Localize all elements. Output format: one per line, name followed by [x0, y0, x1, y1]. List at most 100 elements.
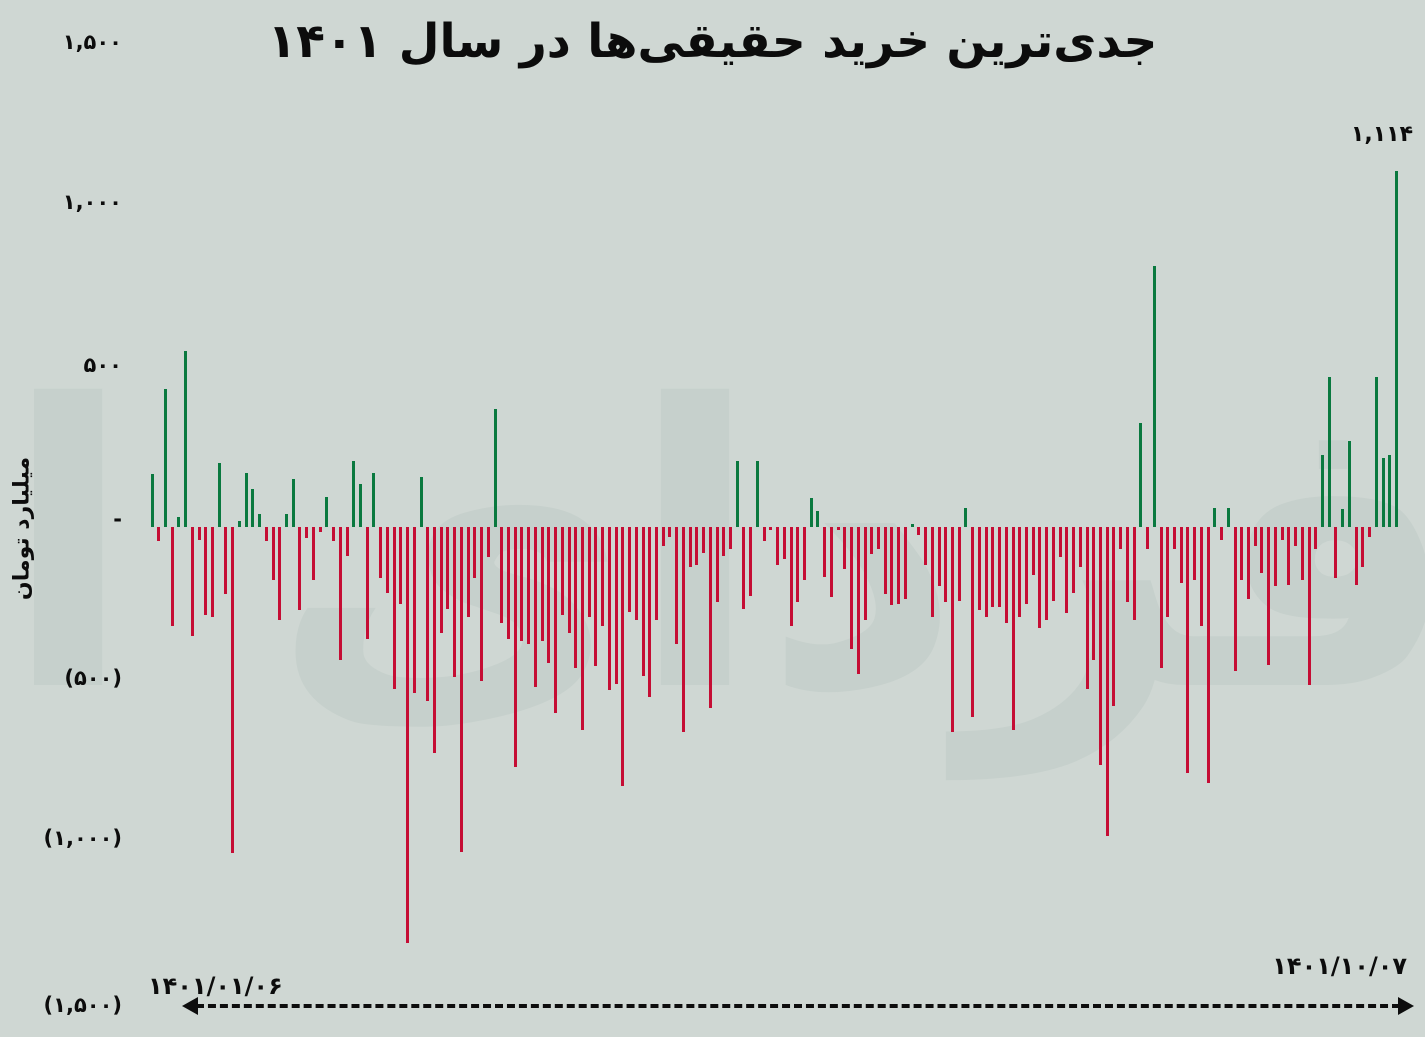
x-axis-arrow — [182, 997, 1414, 1015]
bar — [1025, 527, 1028, 604]
bar — [467, 527, 470, 617]
bar — [1334, 527, 1337, 578]
bar — [359, 484, 362, 527]
bar — [527, 527, 530, 644]
y-tick-1500: ۱,۵۰۰ — [62, 30, 122, 54]
bar — [776, 527, 779, 565]
bar — [628, 527, 631, 612]
y-tick-500: ۵۰۰ — [83, 353, 122, 377]
bar — [648, 527, 651, 697]
bar — [1032, 527, 1035, 575]
bar — [1361, 527, 1364, 567]
bar — [608, 527, 611, 690]
bar — [500, 527, 503, 623]
bar — [689, 527, 692, 567]
bar — [1234, 527, 1237, 671]
bar — [507, 527, 510, 639]
bar — [635, 527, 638, 620]
bar — [265, 527, 268, 541]
bar — [823, 527, 826, 577]
bar — [346, 527, 349, 556]
bar — [581, 527, 584, 730]
bar — [1139, 423, 1142, 527]
bar — [958, 527, 961, 601]
bar — [534, 527, 537, 687]
bar — [621, 527, 624, 786]
bar — [870, 527, 873, 554]
bar — [837, 527, 840, 530]
bar — [568, 527, 571, 633]
bar — [938, 527, 941, 586]
bar — [729, 527, 732, 549]
bar — [1220, 527, 1223, 540]
bar — [480, 527, 483, 681]
bar — [1012, 527, 1015, 730]
bar — [574, 527, 577, 668]
bar — [379, 527, 382, 578]
bar — [1160, 527, 1163, 668]
bar — [1382, 458, 1385, 527]
bar — [1355, 527, 1358, 585]
bar — [944, 527, 947, 602]
bar — [238, 521, 241, 527]
bar — [1207, 527, 1210, 783]
bar — [1112, 527, 1115, 706]
bar — [1099, 527, 1102, 765]
bar — [877, 527, 880, 549]
bar — [460, 527, 463, 852]
bar — [433, 527, 436, 753]
bar — [749, 527, 752, 596]
bar — [272, 527, 275, 580]
bar — [763, 527, 766, 541]
bar — [857, 527, 860, 674]
bar — [332, 527, 335, 541]
chart-title: جدی‌ترین خرید حقیقی‌ها در سال ۱۴۰۱ — [267, 14, 1158, 69]
bar — [473, 527, 476, 578]
bar — [931, 527, 934, 617]
bar — [769, 527, 772, 530]
bar — [709, 527, 712, 708]
bar — [675, 527, 678, 644]
bar — [830, 527, 833, 597]
bar — [446, 527, 449, 609]
bar — [1294, 527, 1297, 546]
bar — [1065, 527, 1068, 613]
bar — [204, 527, 207, 615]
bar — [1341, 509, 1344, 527]
bar — [1301, 527, 1304, 580]
bar — [151, 474, 154, 527]
bar — [655, 527, 658, 620]
bar — [924, 527, 927, 565]
bar — [783, 527, 786, 559]
bar — [1126, 527, 1129, 602]
bar — [716, 527, 719, 602]
bar — [1314, 527, 1317, 549]
bar — [386, 527, 389, 593]
bar — [305, 527, 308, 538]
bar — [1166, 527, 1169, 617]
bar — [312, 527, 315, 580]
arrowhead-right-icon — [1398, 997, 1414, 1015]
bar — [897, 527, 900, 604]
bar — [991, 527, 994, 607]
bar — [890, 527, 893, 605]
bar — [245, 473, 248, 527]
bar — [191, 527, 194, 636]
bar — [393, 527, 396, 689]
bar — [668, 527, 671, 537]
bar — [494, 409, 497, 527]
bar — [399, 527, 402, 604]
bar — [285, 514, 288, 527]
bar — [904, 527, 907, 599]
bar — [487, 527, 490, 557]
bar — [1368, 527, 1371, 537]
bar — [1045, 527, 1048, 620]
bar — [157, 527, 160, 541]
bar — [1213, 508, 1216, 527]
bar — [884, 527, 887, 594]
bar — [1052, 527, 1055, 601]
bar — [682, 527, 685, 732]
bar — [843, 527, 846, 569]
bar — [440, 527, 443, 633]
